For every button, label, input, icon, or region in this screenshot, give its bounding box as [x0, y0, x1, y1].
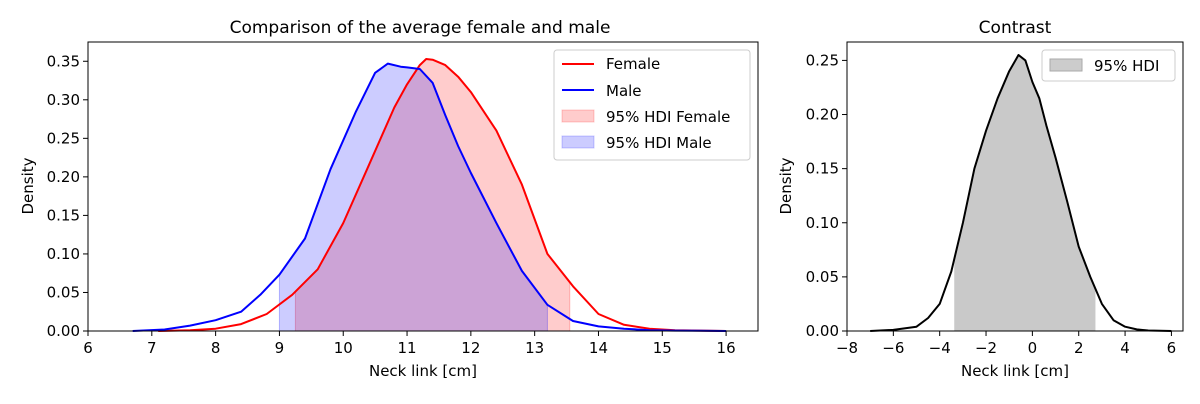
legend-hdi-female-label: 95% HDI Female: [606, 108, 730, 126]
y-tick-label: 0.30: [47, 91, 80, 109]
legend: Female Male 95% HDI Female 95% HDI Male: [553, 49, 751, 161]
chart-title: Comparison of the average female and mal…: [230, 18, 611, 38]
y-axis-ticks: 0.00 0.05 0.10 0.15 0.20 0.25: [806, 51, 847, 340]
y-axis-ticks: 0.00 0.05 0.10 0.15 0.20 0.25 0.30 0.35: [47, 52, 88, 340]
legend-hdi-label: 95% HDI: [1094, 57, 1159, 75]
legend-hdi-female-patch: [561, 109, 595, 123]
y-tick-label: 0.20: [806, 106, 839, 124]
y-tick-label: 0.15: [47, 206, 80, 224]
y-tick-label: 0.35: [47, 52, 80, 70]
y-tick-label: 0.00: [806, 322, 839, 340]
y-tick-label: 0.10: [806, 214, 839, 232]
legend-male-label: Male: [606, 82, 642, 100]
y-tick-label: 0.10: [47, 245, 80, 263]
chart-title: Contrast: [979, 18, 1052, 38]
legend-female-label: Female: [606, 55, 660, 73]
x-axis-ticks: 6 7 8 9 10 11 12 13 14 15 16: [83, 331, 736, 357]
x-tick-label: 12: [461, 339, 480, 357]
plot-frame: [846, 41, 1184, 332]
x-tick-label: −6: [882, 339, 904, 357]
x-tick-label: 8: [211, 339, 221, 357]
x-tick-label: 10: [334, 339, 353, 357]
density-lines: [870, 54, 1172, 332]
legend-hdi-male-patch: [561, 135, 595, 149]
x-tick-label: 0: [1028, 339, 1038, 357]
legend-box: [553, 49, 751, 161]
density-line-0: [870, 54, 1172, 332]
x-tick-label: −2: [975, 339, 997, 357]
x-tick-label: 6: [83, 339, 93, 357]
y-tick-label: 0.20: [47, 168, 80, 186]
x-tick-label: 16: [717, 339, 736, 357]
x-tick-label: 9: [275, 339, 285, 357]
x-tick-label: −4: [929, 339, 951, 357]
density-lines: [132, 58, 727, 332]
y-tick-label: 0.25: [806, 51, 839, 69]
x-tick-label: 6: [1167, 339, 1177, 357]
y-tick-label: 0.25: [47, 129, 80, 147]
hdi-bands: [954, 54, 1096, 332]
y-tick-label: 0.00: [47, 322, 80, 340]
x-axis-label: Neck link [cm]: [961, 362, 1069, 380]
y-axis-label: Density: [777, 157, 795, 214]
x-tick-label: 13: [525, 339, 544, 357]
x-tick-label: 14: [589, 339, 608, 357]
y-tick-label: 0.05: [47, 283, 80, 301]
density-line-1: [132, 62, 727, 332]
y-tick-label: 0.15: [806, 160, 839, 178]
plot-frame: [87, 41, 759, 332]
x-tick-label: 11: [398, 339, 417, 357]
contrast-chart: Contrast −8 −6 −4 −2 0 2 4 6 0.000.050.100.150.…: [777, 18, 1184, 380]
comparison-chart: Comparison of the average female and mal…: [19, 18, 759, 380]
legend: 95% HDI: [1041, 49, 1176, 82]
hdi-area-0: [954, 54, 1096, 332]
x-tick-label: −8: [836, 339, 858, 357]
x-tick-label: 4: [1120, 339, 1130, 357]
density-line-0: [158, 58, 727, 332]
x-tick-label: 2: [1074, 339, 1084, 357]
x-tick-label: 15: [653, 339, 672, 357]
x-axis-ticks: −8 −6 −4 −2 0 2 4 6: [836, 331, 1176, 357]
legend-box: [1041, 49, 1176, 82]
legend-hdi-patch: [1049, 58, 1083, 72]
legend-hdi-male-label: 95% HDI Male: [606, 134, 712, 152]
y-tick-label: 0.05: [806, 268, 839, 286]
x-axis-label: Neck link [cm]: [369, 362, 477, 380]
y-axis-label: Density: [19, 157, 37, 214]
x-tick-label: 7: [147, 339, 157, 357]
